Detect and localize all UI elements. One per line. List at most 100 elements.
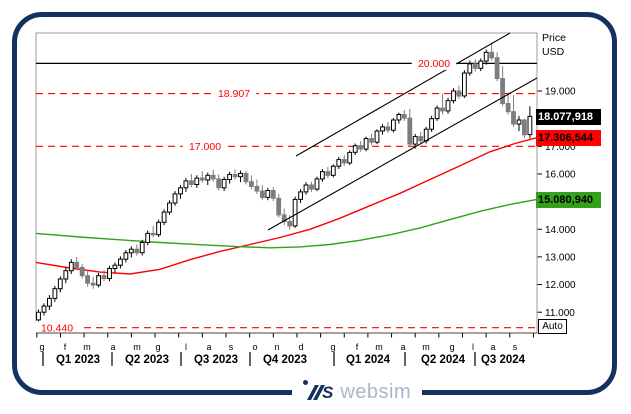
candle-body-down	[309, 184, 314, 190]
level-label-bg	[182, 139, 228, 153]
y-tick-label: 16.000	[545, 170, 576, 181]
level-label-bg	[34, 321, 80, 335]
month-label: m	[422, 342, 430, 352]
month-label: a	[400, 342, 405, 352]
month-label: a	[490, 342, 495, 352]
candle-body-down	[85, 275, 90, 284]
candle-body-up	[374, 130, 380, 143]
candle-body-up	[221, 179, 227, 189]
candle-body-up	[238, 172, 243, 178]
candle-body-up	[451, 90, 456, 102]
month-label: d	[298, 342, 303, 352]
candle-body-up	[36, 311, 41, 321]
level-label: 17.000	[189, 141, 221, 153]
candle-body-up	[347, 151, 353, 164]
candle-body-down	[369, 138, 375, 143]
candle-body-down	[358, 145, 364, 150]
plot-area	[35, 32, 538, 334]
candle-body-up	[462, 72, 467, 97]
month-label: o	[252, 342, 257, 352]
candle-body-up	[96, 275, 101, 286]
candle-body-down	[189, 180, 194, 185]
candle-body-down	[325, 171, 331, 176]
candle-body-down	[407, 117, 413, 145]
month-label: g	[155, 342, 160, 352]
candle-body-up	[527, 115, 533, 136]
candle-body-up	[314, 178, 320, 190]
ma-slow-price-badge: 15.080,940	[536, 191, 601, 208]
month-label: m	[133, 342, 141, 352]
candle-body-up	[423, 128, 429, 142]
level-label: 10.440	[41, 322, 73, 334]
candle-body-down	[505, 102, 511, 113]
candle-body-down	[472, 63, 478, 69]
candle-body-down	[456, 90, 462, 97]
candle-body-up	[118, 258, 123, 266]
y-tick-label: 12.000	[545, 280, 576, 291]
logo-dot-icon	[303, 380, 308, 385]
candle-body-up	[227, 174, 232, 180]
y-tick-label: 17.000	[545, 142, 576, 153]
quarter-label: Q4 2023	[263, 354, 307, 366]
month-label: l	[472, 342, 474, 352]
level-label: 18.907	[218, 88, 250, 100]
y-tick-label: 14.000	[545, 225, 576, 236]
candle-body-down	[79, 266, 85, 277]
candle-body-up	[391, 119, 396, 131]
candle-body-down	[249, 181, 254, 187]
month-label: s	[229, 342, 234, 352]
candle-body-down	[90, 282, 96, 286]
month-label: g	[330, 342, 335, 352]
candle-body-up	[380, 126, 385, 132]
websim-wordmark: websim	[340, 381, 412, 403]
candle-body-down	[281, 214, 287, 222]
y-tick-label: 13.000	[545, 253, 576, 264]
month-label: a	[206, 342, 211, 352]
candle-body-up	[57, 278, 63, 290]
y-axis-title-line2: USD	[542, 46, 565, 58]
candle-body-up	[303, 184, 309, 193]
candle-body-up	[298, 191, 304, 200]
candle-body-up	[112, 264, 118, 270]
candle-body-down	[101, 275, 107, 280]
month-label: m	[83, 342, 91, 352]
quarter-label: Q1 2024	[346, 354, 391, 366]
candle-body-up	[396, 114, 402, 121]
candle-body-down	[260, 190, 265, 199]
websim-logo: S websim	[292, 377, 423, 408]
trend-channel-upper	[295, 32, 511, 157]
month-label: s	[513, 342, 518, 352]
logo-letter: S	[322, 382, 334, 402]
quarter-label: Q3 2024	[481, 354, 526, 366]
candle-body-down	[210, 174, 216, 180]
candle-body-up	[107, 268, 112, 279]
candle-body-up	[68, 261, 74, 272]
candle-body-up	[363, 138, 369, 150]
candle-body-up	[434, 107, 440, 120]
auto-scale-button[interactable]: Auto	[538, 319, 567, 334]
quarter-label: Q2 2024	[421, 354, 466, 366]
candle-body-up	[63, 270, 69, 280]
month-label: a	[110, 342, 115, 352]
candle-body-up	[478, 60, 484, 69]
candle-body-up	[336, 159, 342, 167]
candle-body-down	[216, 178, 222, 189]
candle-body-up	[183, 180, 189, 189]
y-axis-title: Price USD	[542, 31, 566, 59]
candle-body-up	[483, 51, 489, 62]
candle-body-down	[489, 51, 495, 59]
candle-body-up	[178, 187, 183, 195]
candle-body-down	[270, 190, 276, 199]
quarter-label: Q2 2023	[125, 354, 169, 366]
month-label: m	[375, 342, 383, 352]
candle-body-up	[128, 248, 134, 254]
y-axis-title-line1: Price	[542, 32, 566, 44]
candle-body-up	[429, 118, 435, 130]
candle-body-up	[41, 305, 47, 313]
trend-channel-lower	[267, 77, 538, 231]
candle-body-down	[500, 78, 506, 104]
candle-body-down	[254, 185, 260, 192]
candle-body-down	[341, 159, 347, 164]
